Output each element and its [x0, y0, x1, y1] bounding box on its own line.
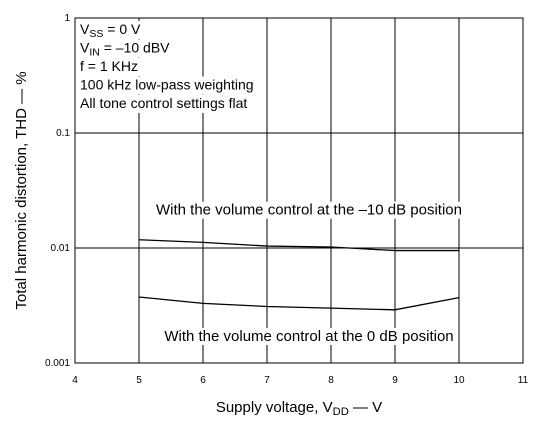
x-tick-label: 6	[200, 375, 206, 386]
x-axis-label: Supply voltage, VDD — V	[216, 399, 382, 418]
y-tick-label: 1	[64, 13, 70, 24]
annotation-bg	[78, 76, 256, 95]
annotation: f = 1 KHz	[80, 58, 138, 74]
annotation-text: f = 1 KHz	[80, 58, 138, 74]
annotation-sub: IN	[89, 47, 100, 59]
x-tick-label: 5	[136, 375, 142, 386]
annotation-text: V	[80, 40, 90, 56]
x-axis-label-sub: DD	[333, 406, 349, 418]
y-tick-label: 0.01	[51, 243, 71, 254]
x-axis-label-text: Supply voltage, V	[216, 399, 333, 416]
annotation: VSS = 0 V	[80, 21, 141, 40]
annotation-bg	[78, 21, 143, 39]
x-tick-label: 10	[453, 375, 465, 386]
annotation-sub: SS	[89, 28, 103, 40]
x-tick-label: 4	[72, 375, 78, 386]
annotation: VIN = –10 dBV	[80, 40, 170, 59]
x-tick-label: 11	[518, 375, 529, 386]
annotation: 100 kHz low-pass weighting	[80, 77, 254, 93]
x-tick-label: 8	[328, 375, 334, 386]
x-axis-label-rest: — V	[349, 399, 382, 416]
annotation-text: All tone control settings flat	[80, 95, 247, 111]
y-tick-label: 0.001	[45, 358, 70, 369]
annotation-text: V	[80, 21, 90, 37]
x-tick-label: 9	[392, 375, 398, 386]
annotation-bg	[78, 39, 173, 58]
annotation-bg	[78, 58, 140, 76]
series-label: With the volume control at the 0 dB posi…	[164, 328, 453, 345]
annotation: All tone control settings flat	[80, 95, 247, 111]
annotation-bg	[78, 95, 250, 113]
series-line	[138, 296, 460, 311]
plot-frame	[74, 17, 524, 364]
annotation-text: 100 kHz low-pass weighting	[80, 77, 254, 93]
series-label-bg	[153, 201, 465, 219]
y-axis-label: Total harmonic distortion, THD — %	[13, 71, 30, 309]
x-tick-label: 7	[264, 375, 270, 386]
series-line	[138, 239, 459, 252]
series-label-bg	[162, 327, 456, 345]
annotation-rest: = 0 V	[103, 21, 141, 37]
y-tick-label: 0.1	[56, 128, 70, 139]
series-label: With the volume control at the –10 dB po…	[156, 202, 462, 219]
annotation-rest: = –10 dBV	[100, 40, 170, 56]
